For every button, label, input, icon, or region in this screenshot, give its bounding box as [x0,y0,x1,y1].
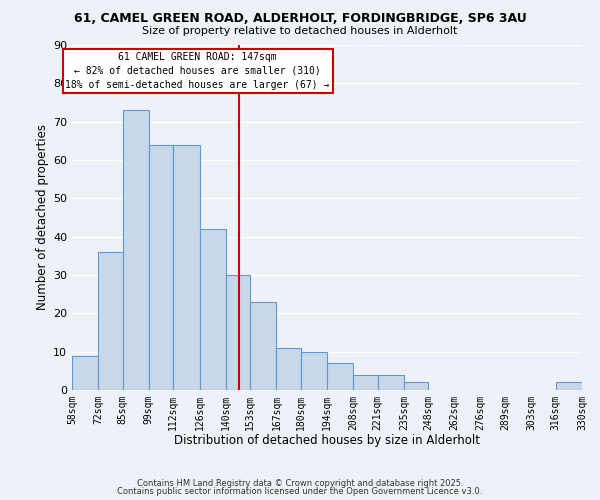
Bar [72,356,98,390]
Bar [404,382,428,390]
Y-axis label: Number of detached properties: Number of detached properties [36,124,49,310]
Bar [277,348,301,390]
Bar [199,229,226,390]
Bar [98,252,122,390]
Bar [122,110,149,390]
Bar [353,374,377,390]
Bar [301,352,327,390]
Bar [327,363,353,390]
Text: Size of property relative to detached houses in Alderholt: Size of property relative to detached ho… [142,26,458,36]
Bar [250,302,277,390]
Text: Contains public sector information licensed under the Open Government Licence v3: Contains public sector information licen… [118,487,482,496]
Bar [149,144,173,390]
Text: Contains HM Land Registry data © Crown copyright and database right 2025.: Contains HM Land Registry data © Crown c… [137,478,463,488]
Bar [173,144,199,390]
Bar [377,374,404,390]
Text: 61 CAMEL GREEN ROAD: 147sqm
← 82% of detached houses are smaller (310)
18% of se: 61 CAMEL GREEN ROAD: 147sqm ← 82% of det… [65,52,330,90]
Bar [556,382,582,390]
X-axis label: Distribution of detached houses by size in Alderholt: Distribution of detached houses by size … [174,434,480,448]
Bar [226,275,250,390]
Text: 61, CAMEL GREEN ROAD, ALDERHOLT, FORDINGBRIDGE, SP6 3AU: 61, CAMEL GREEN ROAD, ALDERHOLT, FORDING… [74,12,526,26]
